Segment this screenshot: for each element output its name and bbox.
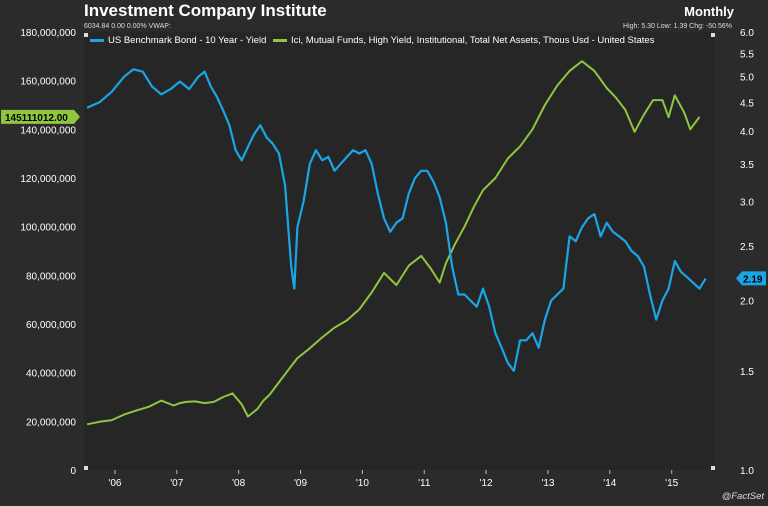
right-tick-label: 6.0 <box>740 28 754 39</box>
legend-swatch-green <box>273 39 287 42</box>
legend-item-bond-yield: US Benchmark Bond - 10 Year - Yield <box>90 35 266 46</box>
last-value-left-text: 145111012.00 <box>5 113 68 124</box>
series-line-bond-yield <box>86 68 707 372</box>
factset-watermark: @FactSet <box>721 491 764 502</box>
right-tick-label: 1.0 <box>740 466 754 477</box>
x-tick-label: '13 <box>541 478 554 489</box>
left-tick-label: 160,000,000 <box>20 77 76 88</box>
chart-title: Investment Company Institute <box>84 1 327 20</box>
right-tick-label: 4.5 <box>740 98 754 109</box>
left-tick-label: 120,000,000 <box>20 174 76 185</box>
left-tick-label: 40,000,000 <box>26 369 76 380</box>
corner-marker-tr <box>711 33 715 37</box>
right-tick-label: 5.0 <box>740 73 754 84</box>
frequency-label: Monthly <box>684 4 734 19</box>
right-tick-label: 3.5 <box>740 160 754 171</box>
x-tick-label: '11 <box>418 478 431 489</box>
x-tick-label: '06 <box>108 478 121 489</box>
left-tick-label: 100,000,000 <box>20 223 76 234</box>
right-axis: 6.0 5.5 5.0 4.5 4.0 3.5 3.0 2.5 2.0 1.5 1.0 <box>740 28 754 477</box>
right-tick-label: 5.5 <box>740 49 754 60</box>
x-tick-label: '09 <box>294 478 307 489</box>
x-tick-label: '07 <box>170 478 183 489</box>
range-stats: High: 5.30 Low: 1.39 Chg: -50.56% <box>623 23 732 30</box>
left-tick-label: 80,000,000 <box>26 271 76 282</box>
legend-item-high-yield-assets: Ici, Mutual Funds, High Yield, Instituti… <box>273 35 654 46</box>
series-line-high-yield-assets <box>86 60 701 426</box>
left-tick-label: 0 <box>70 466 76 477</box>
left-tick-label: 180,000,000 <box>20 28 76 39</box>
left-tick-label: 20,000,000 <box>26 417 76 428</box>
x-tick-label: '08 <box>232 478 245 489</box>
price-summary: 6034.84 0.00 0.00% VWAP: <box>84 23 171 30</box>
right-tick-label: 3.0 <box>740 197 754 208</box>
legend-swatch-blue <box>90 39 104 42</box>
left-tick-label: 140,000,000 <box>20 125 76 136</box>
corner-marker-br <box>711 466 715 470</box>
last-value-right-text: 2.19 <box>743 274 763 285</box>
last-value-label-left: 145111012.00 <box>1 109 80 124</box>
x-tick-label: '12 <box>480 478 493 489</box>
left-tick-label: 60,000,000 <box>26 320 76 331</box>
legend-label-bond-yield: US Benchmark Bond - 10 Year - Yield <box>108 35 267 46</box>
last-value-right-badge <box>736 271 766 286</box>
x-tick-label: '10 <box>356 478 369 489</box>
legend-label-high-yield-assets: Ici, Mutual Funds, High Yield, Instituti… <box>291 35 655 46</box>
right-tick-label: 1.5 <box>740 367 754 378</box>
right-tick-label: 2.5 <box>740 242 754 253</box>
x-tick-label: '15 <box>665 478 678 489</box>
x-axis: '06 '07 '08 '09 '10 '11 '12 '13 '14 '15 <box>108 470 679 489</box>
corner-marker-tl <box>84 33 88 37</box>
corner-marker-bl <box>84 466 88 470</box>
plot-area <box>84 32 715 470</box>
x-tick-label: '14 <box>603 478 616 489</box>
right-tick-label: 4.0 <box>740 127 754 138</box>
last-value-label-right: 2.19 <box>736 271 766 286</box>
right-tick-label: 2.0 <box>740 297 754 308</box>
last-value-left-badge <box>1 109 80 124</box>
left-axis: 180,000,000 160,000,000 140,000,000 120,000… <box>20 28 76 477</box>
